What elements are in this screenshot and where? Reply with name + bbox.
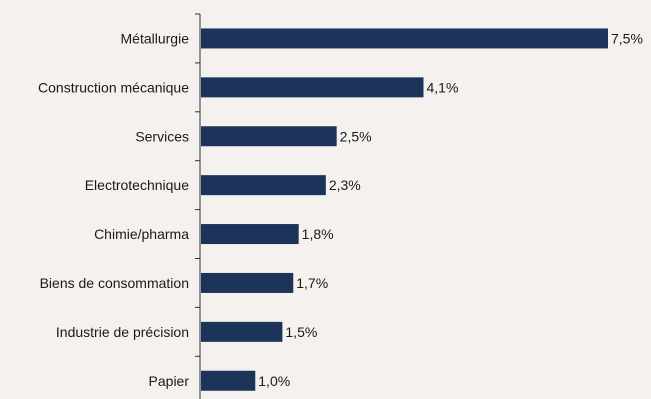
value-label: 2,5% — [340, 128, 372, 144]
category-label: Electrotechnique — [85, 177, 190, 193]
category-label: Industrie de précision — [56, 324, 189, 340]
value-label: 1,8% — [302, 226, 334, 242]
category-label: Métallurgie — [121, 30, 190, 46]
value-label: 4,1% — [426, 79, 458, 95]
bar — [201, 28, 608, 49]
category-label: Construction mécanique — [38, 79, 189, 95]
bar — [201, 175, 326, 196]
category-label: Papier — [149, 373, 190, 389]
value-label: 1,5% — [285, 324, 317, 340]
bar — [201, 272, 294, 293]
category-labels-group: Métallurgie Construction mécanique Service… — [38, 30, 189, 388]
bar — [201, 77, 424, 98]
category-label: Services — [135, 128, 189, 144]
category-axis-ticks — [195, 13, 200, 357]
bar — [201, 224, 299, 245]
value-label: 7,5% — [611, 30, 643, 46]
value-label: 1,7% — [296, 275, 328, 291]
bar — [201, 370, 256, 391]
value-labels-group: 7,5% 4,1% 2,5% 2,3% 1,8% 1,7% 1,5% 1,0% — [258, 30, 643, 388]
category-label: Biens de consommation — [40, 275, 189, 291]
bar — [201, 126, 337, 147]
bar — [201, 321, 283, 342]
category-label: Chimie/pharma — [94, 226, 189, 242]
value-label: 1,0% — [258, 373, 290, 389]
value-label: 2,3% — [329, 177, 361, 193]
bars-group — [201, 28, 608, 391]
